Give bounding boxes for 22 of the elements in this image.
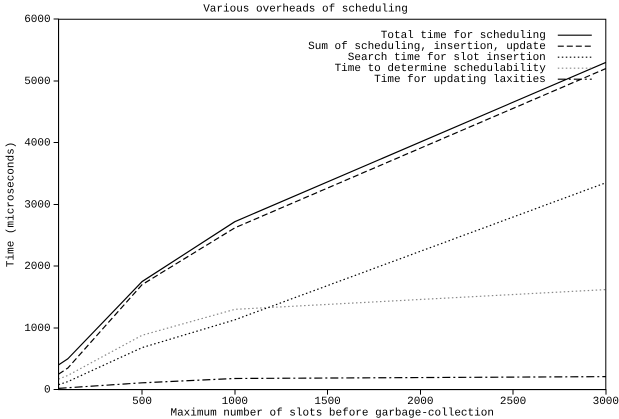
y-tick-label: 6000 [24,14,51,26]
x-tick-label: 1500 [314,396,341,408]
y-tick-label: 2000 [24,261,51,274]
y-tick-label: 1000 [24,322,51,335]
x-tick-label: 3000 [592,396,619,408]
legend-label: Time to determine schedulability [334,63,546,76]
x-tick-label: 1000 [222,396,248,408]
legend-label: Search time for slot insertion [348,52,546,64]
legend-label: Total time for scheduling [380,30,546,42]
y-axis-title: Time (microseconds) [6,142,18,268]
x-tick-label: 2500 [500,396,526,408]
legend-label: Time for updating laxities [374,74,546,86]
y-tick-label: 0 [44,384,51,397]
y-tick-label: 4000 [24,138,51,150]
line-series [58,288,606,380]
y-tick-label: 3000 [24,199,51,212]
x-tick-label: 2000 [407,396,434,408]
chart-title: Various overheads of scheduling [203,4,408,16]
legend-label: Sum of scheduling, insertion, update [308,41,546,54]
x-axis-title: Maximum number of slots before garbage-collection [170,407,494,419]
y-tick-label: 5000 [24,76,51,88]
x-tick-label: 500 [132,396,152,408]
